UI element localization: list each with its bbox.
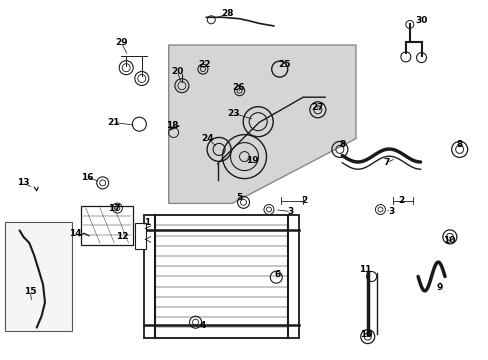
Text: 28: 28 xyxy=(221,9,233,18)
Bar xyxy=(144,215,298,338)
Text: 12: 12 xyxy=(116,233,128,242)
Text: 10: 10 xyxy=(442,236,454,245)
Text: 3: 3 xyxy=(287,207,293,216)
Polygon shape xyxy=(168,45,355,203)
Text: 25: 25 xyxy=(278,59,290,68)
Text: 15: 15 xyxy=(24,287,37,296)
Text: 3: 3 xyxy=(387,207,393,216)
Text: 30: 30 xyxy=(414,16,427,25)
Text: 8: 8 xyxy=(456,140,462,149)
Text: 9: 9 xyxy=(436,283,443,292)
Text: 14: 14 xyxy=(69,229,82,238)
Text: 19: 19 xyxy=(246,156,259,165)
Text: 16: 16 xyxy=(81,173,93,181)
Text: 27: 27 xyxy=(311,103,324,112)
Text: 2: 2 xyxy=(397,197,403,205)
Text: 1: 1 xyxy=(143,218,149,227)
Text: 5: 5 xyxy=(236,193,242,202)
Text: 6: 6 xyxy=(274,270,280,279)
Text: 18: 18 xyxy=(166,121,179,130)
Text: 22: 22 xyxy=(198,59,210,68)
Text: 20: 20 xyxy=(170,67,183,76)
Text: 7: 7 xyxy=(382,158,389,167)
Text: 2: 2 xyxy=(301,197,307,205)
Text: 4: 4 xyxy=(199,321,206,330)
Text: 10: 10 xyxy=(359,330,371,339)
Text: 24: 24 xyxy=(201,134,214,143)
Text: 29: 29 xyxy=(115,38,127,47)
Text: 26: 26 xyxy=(232,83,244,91)
Text: 17: 17 xyxy=(107,203,120,212)
Bar xyxy=(135,223,146,249)
Text: 23: 23 xyxy=(227,109,240,118)
Text: 21: 21 xyxy=(107,118,120,127)
Text: 13: 13 xyxy=(17,178,30,187)
Bar xyxy=(5,222,72,331)
Text: 11: 11 xyxy=(359,265,371,274)
Text: 8: 8 xyxy=(339,140,345,149)
FancyBboxPatch shape xyxy=(81,206,133,245)
